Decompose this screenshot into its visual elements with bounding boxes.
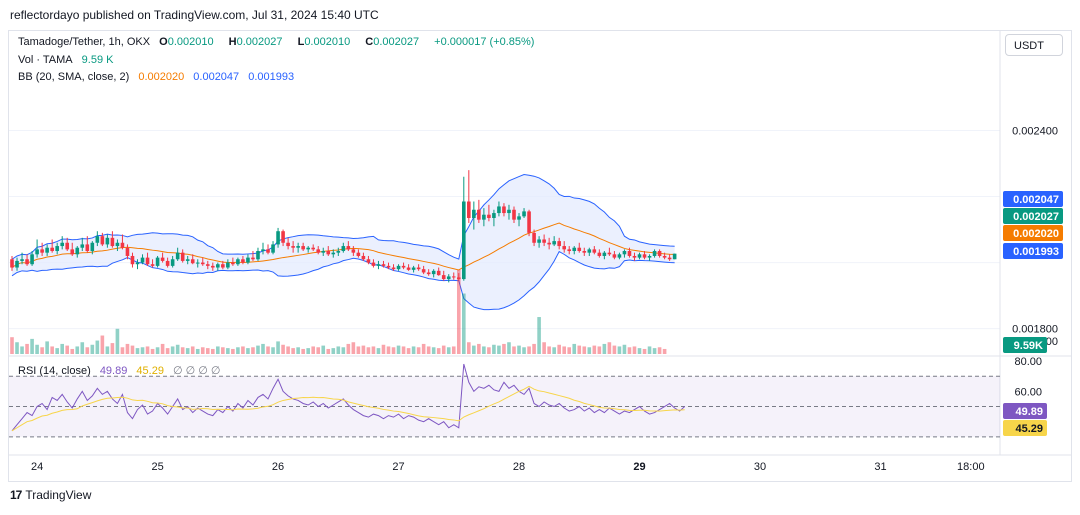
legend-row-volume: Vol · TAMA 9.59 K [18, 54, 119, 66]
publish-header: reflectordayo published on TradingView.c… [10, 8, 379, 22]
bb-basis-value: 0.002020 [138, 71, 185, 83]
currency-selector[interactable]: USDT [1005, 34, 1063, 56]
brand-name: TradingView [25, 488, 92, 502]
bb-upper-value: 0.002047 [193, 71, 240, 83]
rsi-ma-value: 45.29 [136, 365, 164, 377]
legend-row-bb: BB (20, SMA, close, 2) 0.002020 0.002047… [18, 71, 300, 83]
rsi-label[interactable]: RSI (14, close) [18, 365, 91, 377]
ohlc-low: L0.002010 [297, 36, 351, 48]
chart-frame [8, 30, 1072, 482]
rsi-value: 49.89 [99, 365, 128, 377]
price-change: +0.000017 (+0.85%) [434, 36, 535, 48]
volume-value: 9.59 K [81, 54, 114, 66]
tradingview-logo-icon: 17 [10, 488, 22, 502]
legend-row-main: Tamadoge/Tether, 1h, OKX O0.002010 H0.00… [18, 36, 540, 48]
bb-label[interactable]: BB (20, SMA, close, 2) [18, 71, 130, 83]
rsi-extra-values: ∅ ∅ ∅ ∅ [173, 365, 221, 377]
volume-label[interactable]: Vol · TAMA [18, 54, 73, 66]
symbol-label[interactable]: Tamadoge/Tether, 1h, OKX [18, 36, 151, 48]
footer-brand: 17 TradingView [10, 488, 91, 502]
ohlc-close: C0.002027 [365, 36, 420, 48]
legend-row-rsi: RSI (14, close) 49.89 45.29 ∅ ∅ ∅ ∅ [18, 364, 227, 377]
bb-lower-value: 0.001993 [248, 71, 295, 83]
ohlc-high: H0.002027 [228, 36, 283, 48]
ohlc-open: O0.002010 [159, 36, 214, 48]
